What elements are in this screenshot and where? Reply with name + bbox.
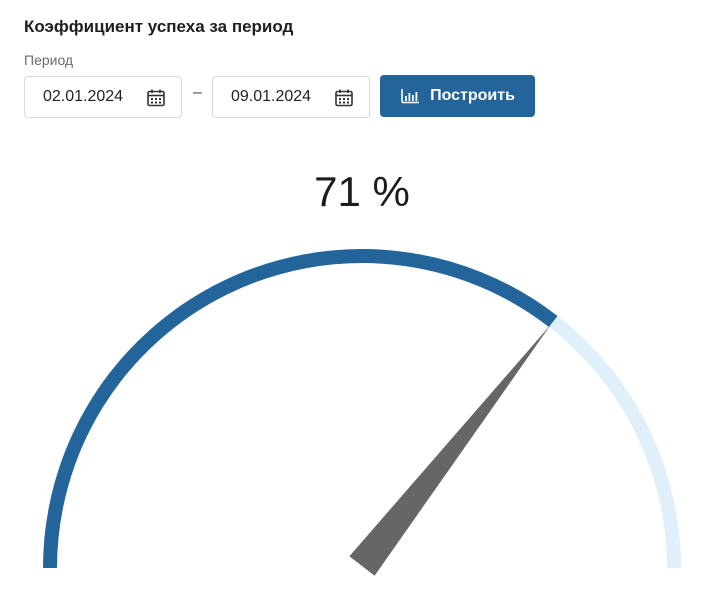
date-to-field[interactable]: 09.01.2024 (212, 76, 370, 118)
gauge-value-text: 71 % (314, 168, 410, 215)
gauge-filled-arc (43, 249, 558, 569)
date-to-value: 09.01.2024 (231, 88, 312, 105)
gauge-needle (349, 324, 551, 576)
date-range-separator: – (193, 84, 202, 101)
build-button-label: Построить (430, 87, 515, 104)
widget-title: Коэффициент успеха за период (24, 17, 294, 36)
bar-chart-icon (401, 89, 420, 104)
date-from-value: 02.01.2024 (43, 88, 124, 105)
calendar-icon[interactable] (334, 88, 354, 108)
date-from-field[interactable]: 02.01.2024 (24, 76, 182, 118)
gauge-track-arc (43, 249, 681, 569)
period-label: Период (24, 52, 74, 68)
build-button[interactable]: Построить (380, 75, 535, 117)
calendar-icon[interactable] (146, 88, 166, 108)
